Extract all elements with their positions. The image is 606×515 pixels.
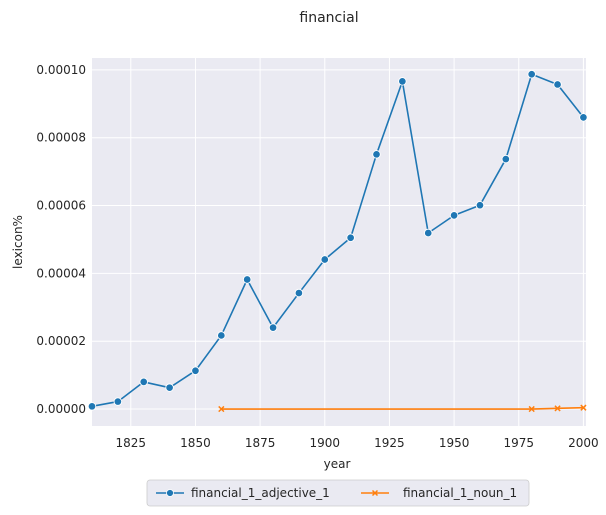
y-tick-label: 0.00002 <box>36 334 86 348</box>
data-point <box>268 323 278 332</box>
data-point <box>475 200 485 210</box>
series-adjective <box>87 70 588 411</box>
series-line <box>91 73 585 408</box>
series-layer <box>87 70 588 413</box>
data-point <box>218 405 225 413</box>
grid <box>92 58 586 426</box>
x-axis-ticks: 1825 1850 1875 1900 1925 1950 1975 2000 <box>116 436 599 450</box>
x-axis-label: year <box>324 457 351 471</box>
x-tick-label: 1900 <box>310 436 341 450</box>
y-tick-label: 0.00004 <box>36 266 86 280</box>
legend: financial_1_adjective_1 financial_1_noun… <box>146 479 530 507</box>
x-tick-label: 1825 <box>116 436 147 450</box>
x-tick-label: 1925 <box>374 436 405 450</box>
legend-item-adjective: financial_1_adjective_1 <box>156 486 330 500</box>
x-tick-label: 1875 <box>245 436 276 450</box>
data-point <box>449 211 459 220</box>
data-point <box>501 154 511 164</box>
y-axis-label: lexicon% <box>11 215 25 269</box>
data-point <box>191 366 200 375</box>
data-point <box>346 233 355 243</box>
data-point <box>217 331 226 340</box>
y-tick-label: 0.00000 <box>36 402 86 416</box>
series-line <box>221 406 584 410</box>
series-noun <box>218 404 587 413</box>
data-point <box>87 402 97 411</box>
legend-label-adjective: financial_1_adjective_1 <box>191 486 330 500</box>
legend-marker-adjective <box>166 489 174 497</box>
data-point <box>580 404 587 411</box>
data-point <box>553 80 562 89</box>
data-point <box>527 70 536 79</box>
data-point <box>165 383 174 392</box>
legend-marker-noun <box>371 489 379 497</box>
y-tick-label: 0.00006 <box>36 199 86 213</box>
legend-item-noun: financial_1_noun_1 <box>361 486 517 500</box>
data-point <box>139 377 148 387</box>
data-point <box>320 255 330 264</box>
y-axis-ticks: 0.00000 0.00002 0.00004 0.00006 0.00008 0.000… <box>36 63 86 416</box>
data-point <box>423 228 433 238</box>
y-tick-label: 0.00008 <box>36 131 86 145</box>
data-point <box>113 397 123 406</box>
x-tick-label: 2000 <box>568 436 599 450</box>
x-tick-label: 1950 <box>439 436 470 450</box>
x-tick-label: 1850 <box>180 436 211 450</box>
data-point <box>372 150 381 159</box>
data-point <box>554 405 561 412</box>
legend-box <box>146 479 530 507</box>
data-point <box>528 405 535 413</box>
plot-area <box>92 58 586 426</box>
x-tick-label: 1975 <box>503 436 534 450</box>
data-point <box>242 275 252 284</box>
legend-label-noun: financial_1_noun_1 <box>403 486 517 500</box>
data-point <box>579 113 588 122</box>
y-tick-label: 0.00010 <box>36 63 86 77</box>
chart-title: financial <box>299 10 358 26</box>
data-point <box>294 288 304 298</box>
data-point <box>398 77 407 86</box>
